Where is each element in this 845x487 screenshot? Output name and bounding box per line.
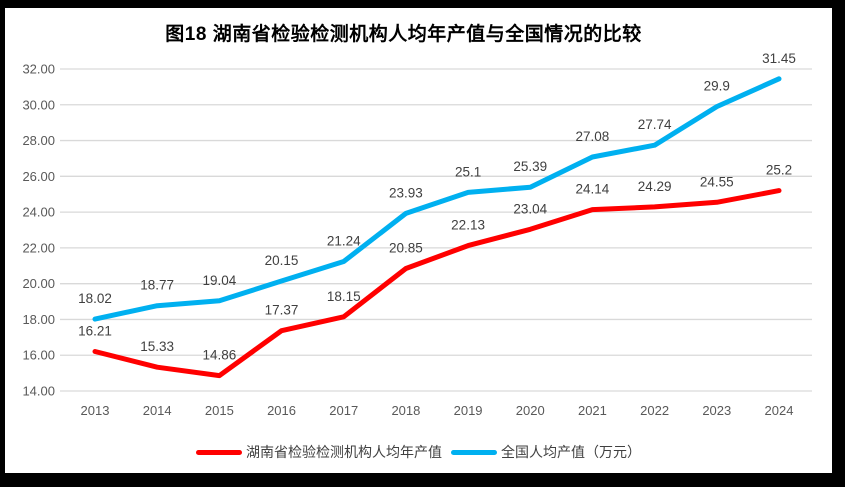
chart-legend: 湖南省检验检测机构人均年产值 全国人均产值（万元） xyxy=(5,441,832,463)
y-axis-tick-label: 18.00 xyxy=(22,312,55,327)
hunan-data-label: 24.29 xyxy=(638,179,672,194)
hunan-data-label: 15.33 xyxy=(140,339,174,354)
hunan-data-label: 25.2 xyxy=(766,163,792,178)
y-axis-tick-label: 14.00 xyxy=(22,384,55,399)
hunan-data-label: 20.85 xyxy=(389,240,423,255)
y-axis-tick-label: 30.00 xyxy=(22,97,55,112)
x-axis-tick-label: 2019 xyxy=(454,403,483,418)
y-axis-tick-label: 28.00 xyxy=(22,133,55,148)
national-data-label: 18.77 xyxy=(140,278,174,293)
y-axis-tick-label: 32.00 xyxy=(22,62,55,77)
line-chart-svg: 32.00 30.00 28.00 26.00 24.00 22.00 20.00 18.00… xyxy=(22,51,812,418)
hunan-series-swatch xyxy=(196,449,242,455)
x-axis-tick-label: 2018 xyxy=(391,403,420,418)
y-axis-tick-label: 26.00 xyxy=(22,169,55,184)
x-axis-tick-label: 2024 xyxy=(765,403,794,418)
national-series-line xyxy=(92,76,782,322)
national-data-label: 31.45 xyxy=(762,51,796,66)
national-data-label: 25.1 xyxy=(455,164,481,179)
national-series-swatch xyxy=(451,449,497,455)
hunan-data-label: 23.04 xyxy=(513,201,547,216)
hunan-series-legend-label: 湖南省检验检测机构人均年产值 xyxy=(246,444,442,460)
national-series-legend-label: 全国人均产值（万元） xyxy=(501,444,641,460)
hunan-data-label: 17.37 xyxy=(265,303,299,318)
x-axis-tick-label: 2015 xyxy=(205,403,234,418)
national-data-label: 20.15 xyxy=(265,253,299,268)
x-axis-tick-label: 2022 xyxy=(640,403,669,418)
hunan-data-label: 24.14 xyxy=(576,182,610,197)
chart-canvas: 图18 湖南省检验检测机构人均年产值与全国情况的比较 32.00 30.00 28.… xyxy=(5,8,832,473)
hunan-data-label: 18.15 xyxy=(327,289,361,304)
x-axis-tick-label: 2014 xyxy=(143,403,172,418)
hunan-data-label: 24.55 xyxy=(700,174,734,189)
y-axis-tick-label: 22.00 xyxy=(22,240,55,255)
national-data-label: 19.04 xyxy=(202,273,236,288)
x-axis-tick-label: 2021 xyxy=(578,403,607,418)
hunan-data-label: 22.13 xyxy=(451,218,485,233)
national-data-label: 21.24 xyxy=(327,233,361,248)
national-data-label: 25.39 xyxy=(513,159,547,174)
x-axis-tick-label: 2013 xyxy=(81,403,110,418)
y-axis-tick-label: 24.00 xyxy=(22,205,55,220)
hunan-series-line xyxy=(92,188,782,379)
national-data-label: 29.9 xyxy=(704,79,730,94)
national-data-label: 18.02 xyxy=(78,291,112,306)
national-data-label: 27.74 xyxy=(638,117,672,132)
chart-title: 图18 湖南省检验检测机构人均年产值与全国情况的比较 xyxy=(165,24,642,45)
national-data-label: 23.93 xyxy=(389,185,423,200)
x-axis-tick-label: 2023 xyxy=(702,403,731,418)
x-axis-tick-label: 2016 xyxy=(267,403,296,418)
hunan-data-label: 14.86 xyxy=(202,348,236,363)
x-axis-tick-label: 2020 xyxy=(516,403,545,418)
x-axis-tick-label: 2017 xyxy=(329,403,358,418)
y-axis-tick-label: 20.00 xyxy=(22,276,55,291)
national-data-label: 27.08 xyxy=(576,129,610,144)
y-axis-tick-label: 16.00 xyxy=(22,348,55,363)
hunan-data-label: 16.21 xyxy=(78,323,112,338)
